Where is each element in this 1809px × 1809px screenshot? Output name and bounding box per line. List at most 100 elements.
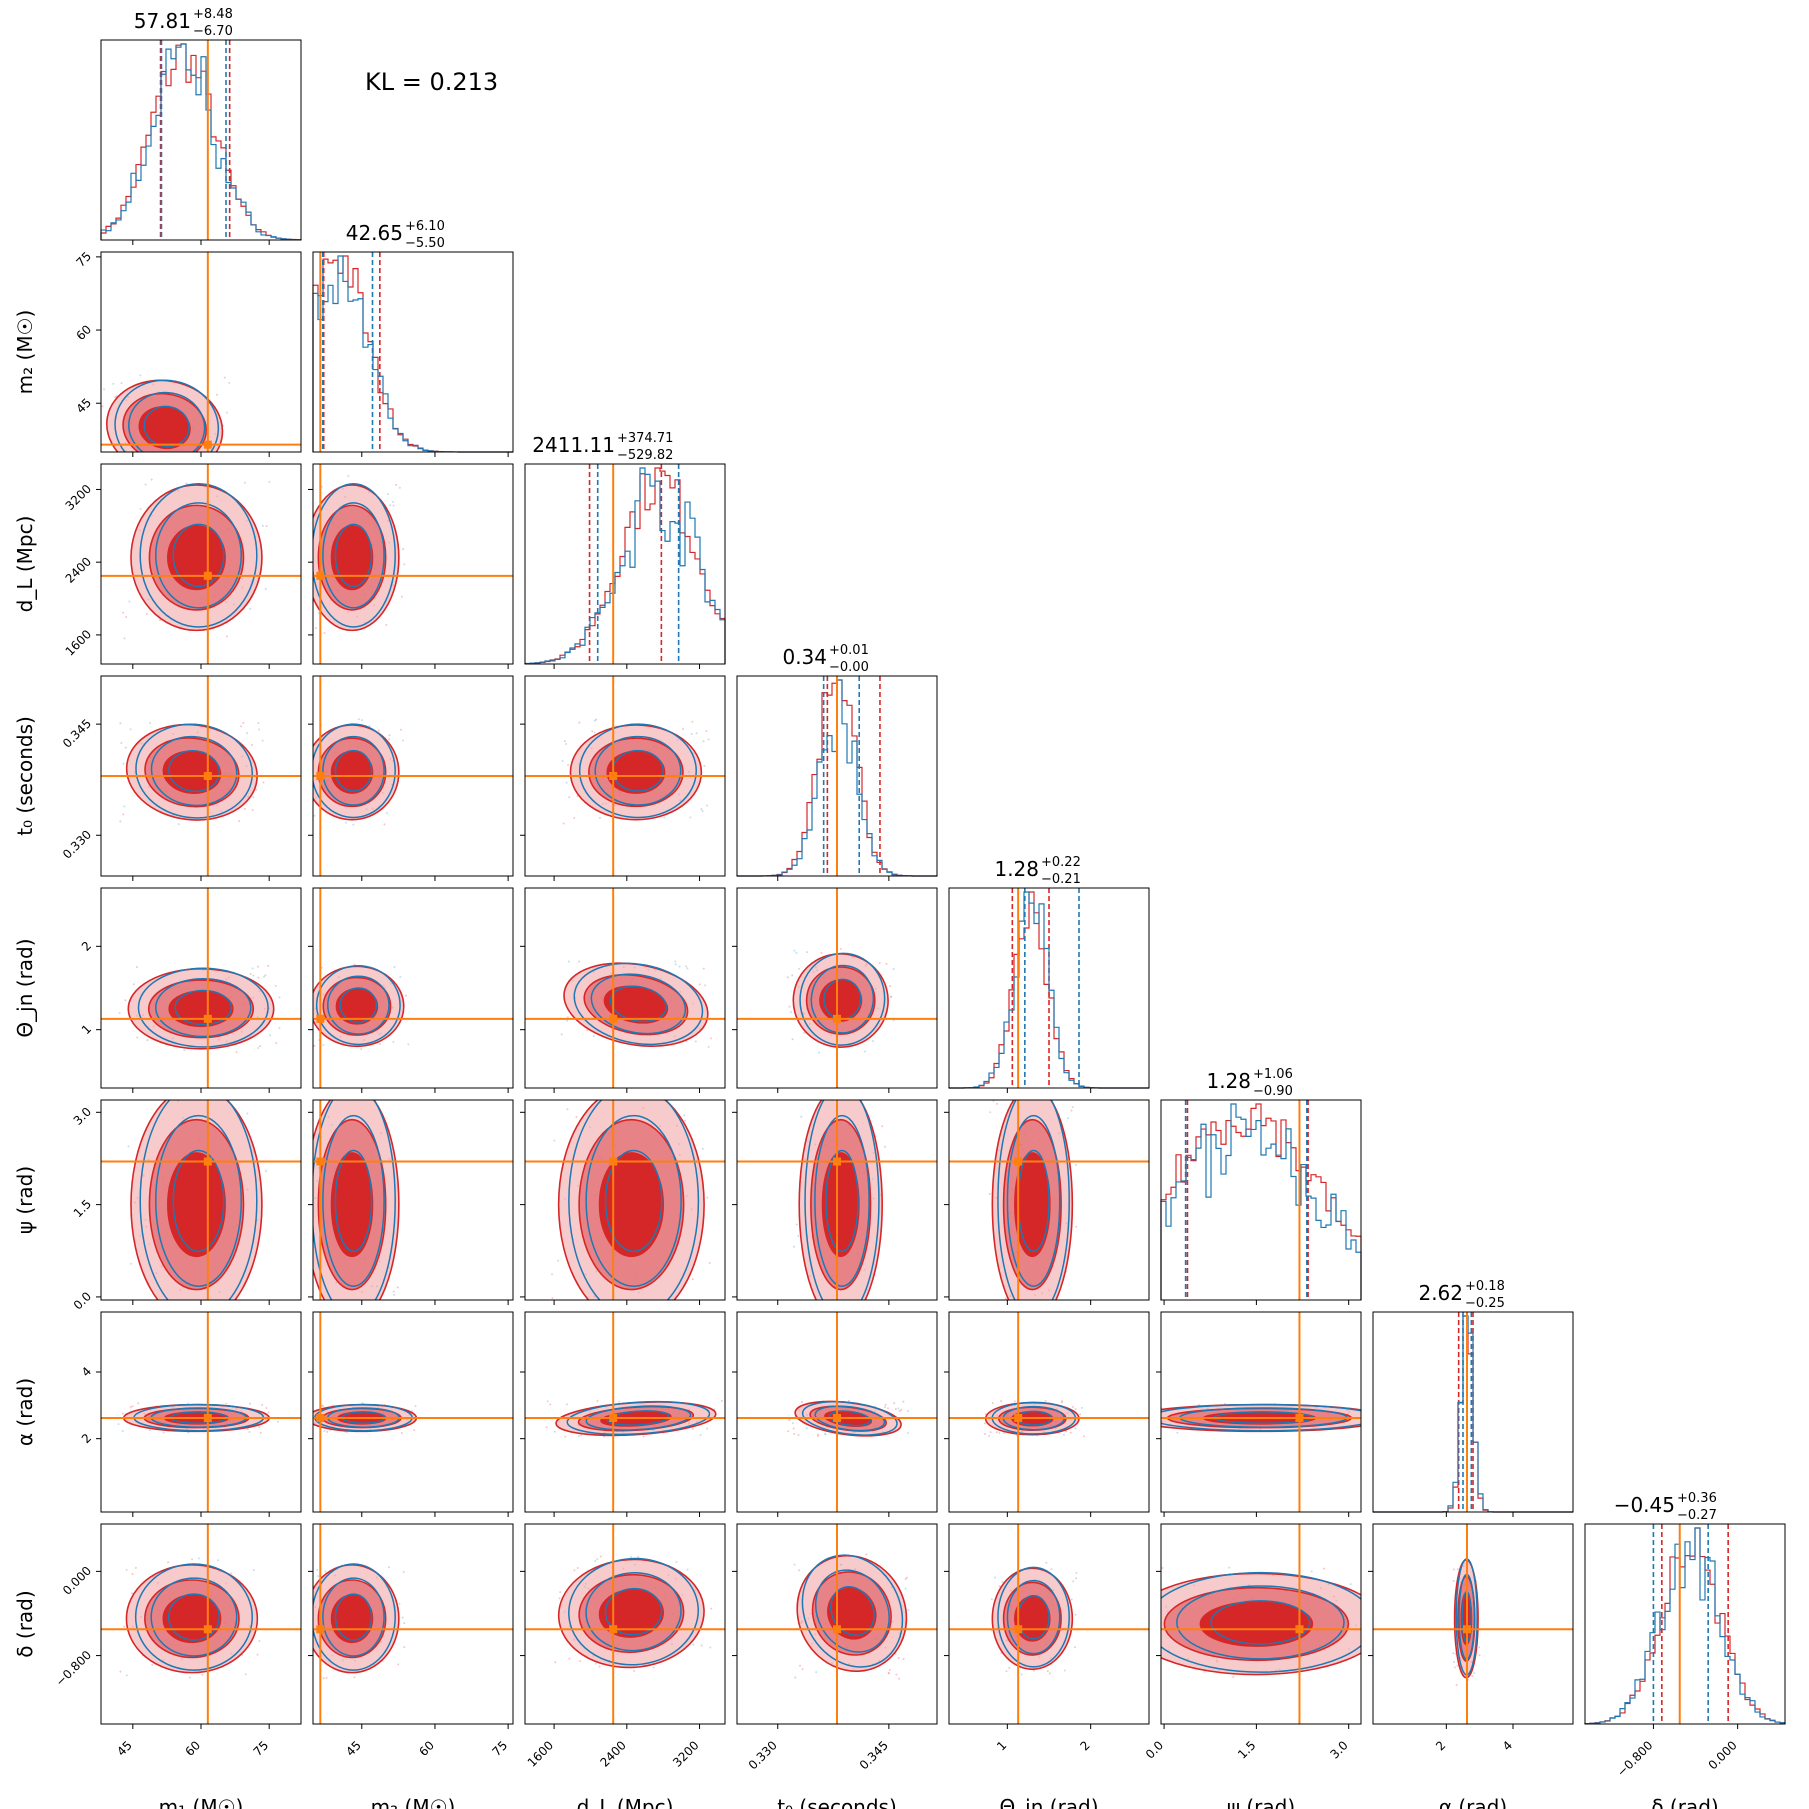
y-tick-label: 0.000 — [60, 1564, 94, 1598]
contour-red-2 — [330, 1594, 374, 1644]
contour-blue-0 — [566, 1400, 711, 1436]
sample-point — [1054, 1336, 1056, 1338]
sample-point — [575, 1115, 578, 1118]
panel-frame — [312, 251, 514, 453]
panel-5-2 — [520, 1074, 726, 1330]
sample-point — [257, 1046, 260, 1049]
contour-blue-1 — [814, 1114, 870, 1287]
panel-frame — [1160, 1523, 1362, 1725]
sample-point — [793, 1432, 796, 1435]
sample-point — [805, 951, 808, 954]
contour-blue-0 — [313, 1100, 396, 1300]
y-axis-label-5: ψ (rad) — [13, 1166, 37, 1234]
sample-point — [549, 1403, 552, 1406]
sample-point — [246, 732, 249, 735]
sample-point — [831, 1091, 833, 1093]
sample-point — [257, 965, 260, 968]
sample-point — [815, 1671, 818, 1674]
sample-point — [264, 587, 267, 590]
y-tick-label: 1 — [79, 1022, 94, 1037]
sample-point — [358, 1073, 360, 1075]
sample-point — [598, 1665, 601, 1668]
sample-point — [343, 1085, 345, 1087]
sample-point — [261, 524, 264, 527]
sample-point — [122, 813, 125, 816]
contour-blue-1 — [155, 977, 252, 1038]
sample-point — [191, 1558, 194, 1561]
sample-point — [263, 975, 266, 978]
sample-point — [136, 1334, 138, 1336]
histogram-blue-7 — [1584, 1527, 1786, 1725]
y-axis-label-2: d_L (Mpc) — [13, 516, 37, 613]
density-3-2 — [525, 676, 725, 876]
sample-point — [1072, 1580, 1075, 1583]
sample-point — [579, 1434, 582, 1437]
sample-point — [323, 1430, 326, 1433]
sample-point — [124, 999, 127, 1002]
contour-blue-1 — [1006, 1579, 1061, 1655]
sample-point — [1156, 1661, 1158, 1663]
sample-point — [123, 805, 126, 808]
sample-point — [265, 525, 268, 528]
sample-point — [674, 963, 677, 966]
panel-frame — [524, 1311, 726, 1513]
sample-point — [890, 995, 893, 998]
sample-point — [1048, 1672, 1051, 1675]
contour-red-2 — [168, 990, 234, 1028]
title-minus-1: −5.50 — [405, 236, 445, 251]
sample-point — [650, 1074, 652, 1076]
contour-blue-2 — [172, 523, 225, 588]
sample-point — [259, 1431, 262, 1434]
contour-blue-0 — [313, 723, 396, 819]
sample-point — [128, 459, 130, 461]
sample-point — [402, 1094, 404, 1096]
sample-point — [243, 807, 246, 810]
sample-point — [1117, 1634, 1119, 1636]
truth-marker — [316, 772, 325, 780]
histogram-blue-1 — [312, 255, 513, 453]
sample-point — [117, 1423, 120, 1426]
sample-point — [701, 810, 704, 813]
sample-point — [988, 1193, 991, 1196]
sample-point — [252, 796, 255, 799]
panel-frame — [524, 1099, 726, 1301]
sample-point — [592, 1035, 595, 1038]
sample-point — [216, 393, 219, 396]
contour-blue-1 — [155, 502, 242, 609]
sample-point — [386, 493, 389, 496]
panel-frame — [736, 1099, 938, 1301]
sample-point — [351, 1307, 353, 1309]
truth-marker — [316, 1014, 325, 1023]
sample-point — [1059, 1073, 1061, 1075]
sample-point — [594, 1662, 597, 1665]
y-axis-label-7: δ (rad) — [13, 1590, 37, 1657]
contour-red-2 — [335, 988, 379, 1025]
sample-point — [894, 1408, 897, 1411]
sample-point — [121, 1429, 124, 1432]
contour-blue-1 — [128, 391, 206, 452]
sample-point — [706, 1196, 709, 1199]
sample-point — [1362, 1643, 1364, 1645]
sample-point — [560, 1033, 563, 1036]
sample-point — [707, 1328, 709, 1330]
sample-point — [1152, 1428, 1154, 1430]
panel-1-0: 45 60 75 m₂ (M☉) — [13, 249, 302, 461]
sample-point — [1134, 1661, 1136, 1663]
sample-point — [251, 744, 254, 747]
sample-point — [689, 816, 692, 819]
sample-point — [1393, 1432, 1395, 1434]
sample-point — [1453, 1666, 1456, 1669]
sample-point — [675, 1561, 678, 1564]
sample-point — [883, 1145, 886, 1148]
title-minus-3: −0.00 — [829, 660, 869, 675]
sample-point — [1473, 1672, 1476, 1675]
panel-3-2 — [520, 675, 726, 881]
sample-point — [808, 1072, 810, 1074]
contour-blue-0 — [1161, 1571, 1361, 1673]
sample-point — [119, 722, 122, 725]
sample-point — [360, 1048, 363, 1051]
sample-point — [791, 974, 794, 977]
sample-point — [1074, 1407, 1077, 1410]
sample-point — [593, 1084, 595, 1086]
sample-point — [906, 1432, 909, 1435]
